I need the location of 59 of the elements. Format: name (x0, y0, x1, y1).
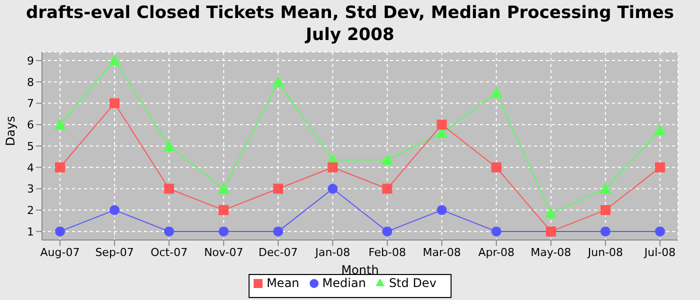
point (110, 205, 120, 216)
point (654, 124, 666, 135)
x-axis-title: Month (341, 263, 379, 277)
legend-label: Median (322, 276, 366, 290)
point (600, 205, 610, 216)
y-tick-label: 2 (27, 204, 34, 217)
legend-label: Std Dev (388, 276, 436, 290)
point (382, 226, 392, 236)
point (491, 162, 502, 172)
point (544, 207, 557, 218)
point (55, 162, 65, 172)
y-tick-label: 8 (27, 76, 34, 89)
x-tick-label: Oct-07 (150, 246, 188, 259)
x-tick-label: Feb-08 (368, 246, 406, 259)
point (436, 120, 447, 130)
point (655, 226, 665, 236)
point (273, 226, 284, 236)
point (491, 226, 502, 236)
y-tick-label: 9 (27, 54, 34, 68)
x-tick-label: Aug-07 (40, 246, 80, 259)
point (436, 205, 447, 216)
point (218, 182, 230, 194)
y-axis-title: Days (3, 116, 18, 146)
point (272, 76, 284, 87)
point (328, 162, 338, 172)
point (600, 226, 610, 236)
point (381, 154, 394, 165)
x-tick-label: Nov-07 (204, 246, 244, 259)
y-tick-label: 5 (27, 140, 34, 153)
point (218, 226, 229, 236)
point (273, 184, 284, 194)
chart-title: drafts-eval Closed Tickets Mean, Std Dev, Median Processing Times July 2008 (25, 2, 675, 47)
x-tick-label: Jul-08 (643, 246, 676, 259)
point (164, 184, 174, 194)
point (218, 205, 229, 216)
point (490, 86, 502, 98)
x-tick-label: Dec-07 (258, 246, 298, 259)
point (599, 182, 612, 194)
point (108, 54, 121, 66)
x-tick-label: May-08 (530, 246, 572, 259)
y-tick-label: 3 (27, 182, 34, 196)
point (655, 162, 665, 172)
legend-label: Mean (266, 276, 300, 290)
x-tick-label: Jan-08 (314, 246, 350, 259)
point (328, 184, 338, 194)
point (110, 98, 120, 108)
point (55, 226, 65, 236)
point (382, 184, 392, 194)
point (163, 140, 176, 151)
y-tick-label: 6 (27, 118, 34, 132)
x-tick-label: Mar-08 (422, 246, 461, 259)
point (164, 226, 174, 236)
x-tick-label: Jun-08 (586, 246, 624, 259)
y-tick-label: 4 (27, 161, 34, 174)
y-tick-label: 1 (27, 225, 34, 238)
point (54, 118, 66, 130)
y-tick-label: 7 (27, 97, 34, 110)
x-tick-label: Apr-08 (478, 246, 515, 259)
x-tick-label: Sep-07 (95, 246, 134, 259)
